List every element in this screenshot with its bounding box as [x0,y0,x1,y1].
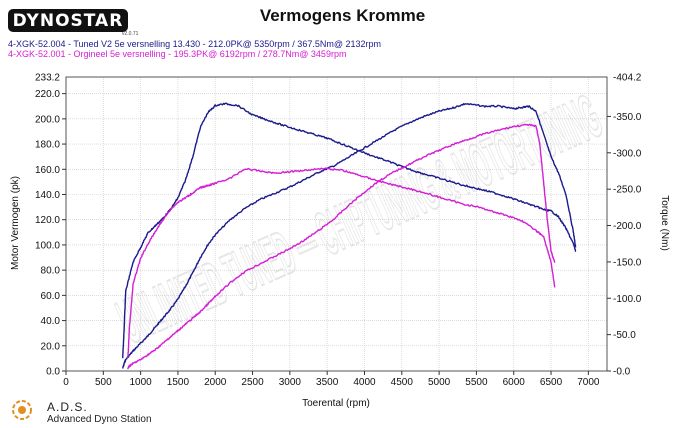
x-tick-label: 6000 [503,377,526,388]
ads-logo-icon [12,400,32,420]
plot-area-frame [65,76,608,372]
x-tick-label: 2500 [241,377,264,388]
legend-run-original: 4-XGK-52.001 - Orgineel 5e versnelling -… [8,49,347,59]
x-tick-label: 6500 [540,377,563,388]
y-tick-label: 200.0 [35,114,60,125]
x-tick-label: 4000 [353,377,376,388]
ads-name: A.D.S. [47,400,88,414]
y-tick-label: 220.0 [35,89,60,100]
y-axis-label: Motor Vermogen (pk) [10,176,21,270]
x-tick-label: 3000 [279,377,302,388]
y-tick-label: 60.0 [41,291,61,302]
y2-axis-label: Torque (Nm) [659,195,670,251]
y2-tick-label: -50.0 [613,330,636,341]
axes: 0 500 1000 1500 2000 2500 3000 3500 4000 4500 5000… [35,73,642,389]
series-line-3 [127,167,556,359]
y-tick-label: 0.0 [46,367,60,378]
x-tick-label: 7000 [577,377,600,388]
y2-tick-label: -300.0 [613,148,642,159]
y2-top-label: -404.2 [613,73,642,84]
x-tick-label: 2000 [204,377,227,388]
x-tick-label: 500 [95,377,112,388]
y-tick-label: 100.0 [35,240,60,251]
watermark: UNLIMITED TUNED — CHIPTUNING & MOTORTUNI… [107,81,612,358]
y2-tick-label: -350.0 [613,112,642,123]
y-tick-label: 80.0 [41,266,61,277]
x-axis-label: Toerental (rpm) [302,398,370,409]
x-tick-label: 4500 [391,377,414,388]
series-lines [122,102,577,370]
y-tick-label: 180.0 [35,140,60,151]
x-tick-label: 1500 [167,377,190,388]
y-tick-label: 140.0 [35,190,60,201]
logo-version: v2.0.71 [122,31,139,37]
ads-subtitle: Advanced Dyno Station [47,414,152,425]
y-top-label: 233.2 [35,73,60,84]
x-tick-label: 3500 [316,377,339,388]
x-tick-label: 5500 [465,377,488,388]
chart-title: Vermogens Kromme [259,6,426,25]
y-tick-label: 120.0 [35,215,60,226]
x-tick-label: 0 [63,377,69,388]
watermark-text: UNLIMITED TUNED — CHIPTUNING & MOTORTUNI… [108,82,611,357]
y-tick-label: 20.0 [41,341,61,352]
y2-tick-label: -200.0 [613,221,642,232]
legend-run-tuned: 4-XGK-52.004 - Tuned V2 5e versnelling 1… [8,39,381,49]
y2-tick-label: -0.0 [613,367,631,378]
series-line-2 [127,123,556,370]
y-tick-label: 40.0 [41,316,61,327]
series-line-1 [122,102,577,359]
x-tick-label: 5000 [428,377,451,388]
y2-tick-label: -250.0 [613,185,642,196]
dynostar-logo: DYNOSTAR [8,9,128,32]
y2-tick-label: -150.0 [613,257,642,268]
y-tick-label: 160.0 [35,165,60,176]
y2-tick-label: -100.0 [613,294,642,305]
x-tick-label: 1000 [129,377,152,388]
